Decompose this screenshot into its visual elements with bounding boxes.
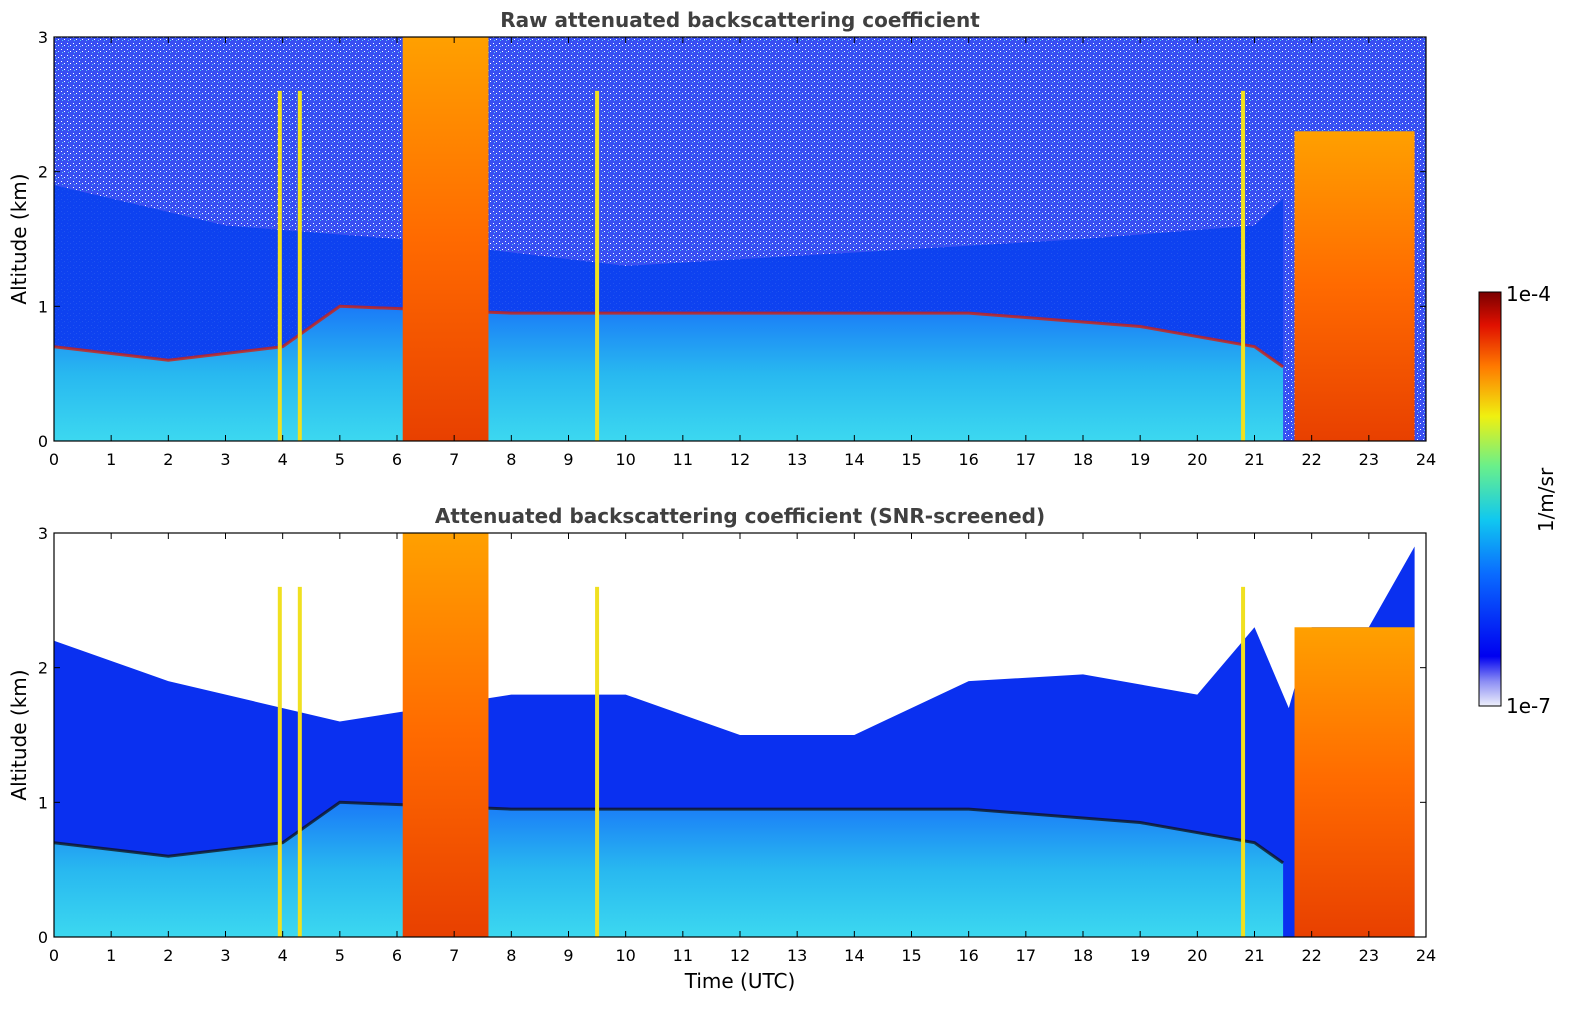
thick-cloud (1294, 131, 1415, 441)
cloud-streak (297, 90, 302, 441)
panel2-title: Attenuated backscattering coefficient (S… (435, 504, 1045, 528)
x-tick-label: 10 (615, 450, 635, 469)
x-tick-label: 10 (615, 946, 635, 965)
snr-screened-panel: Attenuated backscattering coefficient (S… (7, 504, 1436, 993)
x-tick-label: 7 (449, 946, 459, 965)
x-tick-label: 21 (1244, 946, 1264, 965)
x-tick-label: 17 (1016, 946, 1036, 965)
x-tick-label: 6 (392, 946, 402, 965)
y-tick-label: 0 (38, 928, 48, 947)
x-tick-label: 11 (673, 946, 693, 965)
x-tick-label: 24 (1416, 450, 1436, 469)
x-tick-label: 20 (1187, 450, 1207, 469)
x-tick-label: 5 (335, 946, 345, 965)
x-tick-label: 2 (163, 946, 173, 965)
x-tick-label: 19 (1130, 450, 1150, 469)
x-tick-label: 14 (844, 450, 864, 469)
y-tick-label: 2 (38, 163, 48, 182)
y-tick-label: 3 (38, 28, 48, 47)
panel2-heatmap (54, 533, 1426, 937)
x-tick-label: 11 (673, 450, 693, 469)
colorbar-min-label: 1e-7 (1506, 694, 1551, 718)
panel2-x-axis: 0 1 2 3 4 5 6 7 8 9 10 11 12 13 14 15 16 17 18 19 20 21 22 23 24 (49, 533, 1436, 965)
cloud-streak (297, 586, 302, 937)
x-tick-label: 9 (563, 450, 573, 469)
x-tick-label: 12 (730, 946, 750, 965)
x-tick-label: 23 (1359, 450, 1379, 469)
y-tick-label: 1 (38, 297, 48, 316)
cloud-streak (1241, 586, 1246, 937)
x-tick-label: 3 (220, 450, 230, 469)
cloud-streak (1241, 90, 1246, 441)
x-tick-label: 22 (1301, 450, 1321, 469)
boundary-layer-top (54, 304, 1284, 369)
x-tick-label: 1 (106, 450, 116, 469)
thick-cloud (402, 37, 489, 441)
x-tick-label: 7 (449, 450, 459, 469)
x-tick-label: 15 (901, 450, 921, 469)
y-tick-label: 0 (38, 432, 48, 451)
x-tick-label: 19 (1130, 946, 1150, 965)
colorbar-gradient (1478, 291, 1502, 707)
x-tick-label: 12 (730, 450, 750, 469)
x-tick-label: 8 (506, 450, 516, 469)
colorbar-max-label: 1e-4 (1506, 282, 1551, 306)
x-tick-label: 21 (1244, 450, 1264, 469)
x-tick-label: 17 (1016, 450, 1036, 469)
colorbar-unit-label: 1/m/sr (1534, 467, 1558, 532)
y-tick-label: 3 (38, 524, 48, 543)
raw-backscatter-panel: Raw attenuated backscattering coefficien… (7, 8, 1436, 469)
cloud-streak (595, 586, 600, 937)
boundary-layer (54, 802, 1284, 937)
x-tick-label: 3 (220, 946, 230, 965)
thick-cloud (1294, 627, 1415, 937)
x-tick-label: 4 (278, 946, 288, 965)
y-tick-label: 1 (38, 793, 48, 812)
x-tick-label: 15 (901, 946, 921, 965)
x-tick-label: 23 (1359, 946, 1379, 965)
x-tick-label: 6 (392, 450, 402, 469)
cloud-streak (277, 586, 282, 937)
x-tick-label: 16 (958, 946, 978, 965)
x-tick-label: 0 (49, 450, 59, 469)
x-tick-label: 9 (563, 946, 573, 965)
panel1-x-axis: 0 1 2 3 4 5 6 7 8 9 10 11 12 13 14 15 16 17 18 19 20 21 22 23 24 (49, 37, 1436, 469)
panel1-y-axis: 0 1 2 3 (38, 28, 1426, 451)
x-tick-label: 0 (49, 946, 59, 965)
y-tick-label: 2 (38, 659, 48, 678)
x-tick-label: 4 (278, 450, 288, 469)
panel2-xlabel: Time (UTC) (684, 969, 796, 993)
colorbar: 1e-4 1e-7 1/m/sr (1478, 282, 1558, 718)
cloud-streak (277, 90, 282, 441)
cloud-streak (595, 90, 600, 441)
boundary-layer-top (54, 800, 1284, 865)
panel2-y-axis: 0 1 2 3 (38, 524, 1426, 947)
x-tick-label: 13 (787, 450, 807, 469)
x-tick-label: 18 (1073, 450, 1093, 469)
x-tick-label: 8 (506, 946, 516, 965)
x-tick-label: 13 (787, 946, 807, 965)
thick-cloud (402, 533, 489, 937)
x-tick-label: 14 (844, 946, 864, 965)
x-tick-label: 22 (1301, 946, 1321, 965)
panel2-ylabel: Altitude (km) (7, 669, 31, 800)
boundary-layer (54, 306, 1284, 441)
x-tick-label: 16 (958, 450, 978, 469)
panel1-heatmap (54, 37, 1426, 441)
panel1-ylabel: Altitude (km) (7, 173, 31, 304)
x-tick-label: 20 (1187, 946, 1207, 965)
panel1-title: Raw attenuated backscattering coefficien… (500, 8, 980, 32)
x-tick-label: 24 (1416, 946, 1436, 965)
x-tick-label: 18 (1073, 946, 1093, 965)
x-tick-label: 1 (106, 946, 116, 965)
x-tick-label: 5 (335, 450, 345, 469)
x-tick-label: 2 (163, 450, 173, 469)
